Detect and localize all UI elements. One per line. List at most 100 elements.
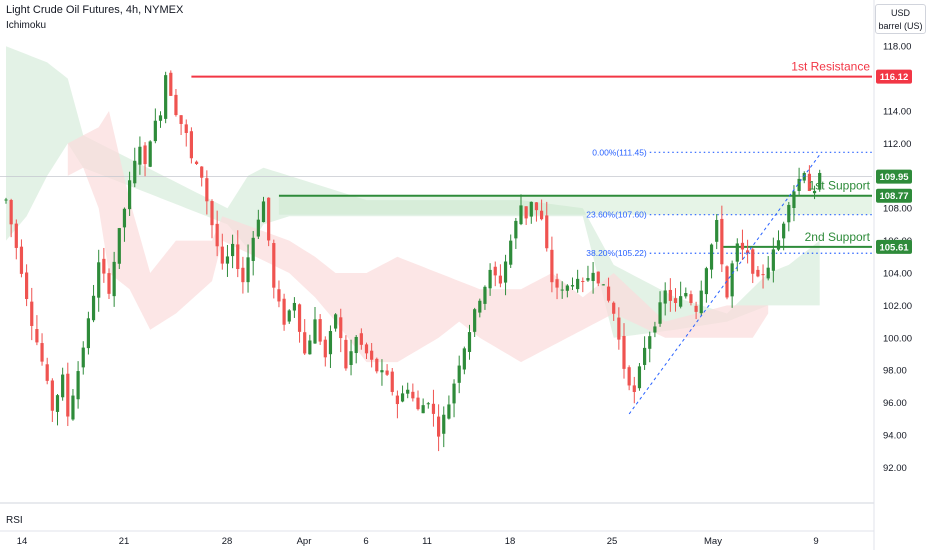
candle-body xyxy=(359,333,363,345)
candle-body xyxy=(4,199,8,201)
candle-body xyxy=(318,319,322,342)
candle-body xyxy=(787,204,791,223)
price-badge xyxy=(876,188,912,203)
candle-body xyxy=(740,242,745,250)
candle-body xyxy=(354,336,358,354)
candle-body xyxy=(540,210,544,220)
candle-body xyxy=(684,293,688,297)
time-axis-tick: 18 xyxy=(505,536,516,547)
price-badge-label: 105.61 xyxy=(879,242,909,253)
candle-body xyxy=(40,343,44,362)
candle-body xyxy=(509,240,513,265)
candle-body xyxy=(184,124,188,133)
candle-body xyxy=(128,180,132,210)
candle-body xyxy=(14,223,18,248)
candle-body xyxy=(704,268,708,295)
candle-body xyxy=(457,365,461,383)
price-axis-tick: 100.00 xyxy=(883,333,912,344)
candle-body xyxy=(658,302,662,324)
candle-body xyxy=(498,275,502,284)
time-axis-tick: 9 xyxy=(813,536,818,547)
candle-body xyxy=(452,383,456,404)
candle-body xyxy=(251,237,255,261)
price-badge xyxy=(876,69,912,84)
candle-body xyxy=(231,243,235,257)
candle-body xyxy=(797,178,801,191)
candle-body xyxy=(400,393,405,402)
candle-body xyxy=(545,215,549,249)
candle-body xyxy=(370,350,374,360)
candle-body xyxy=(437,416,441,437)
candle-body xyxy=(632,385,636,392)
candle-body xyxy=(756,269,760,277)
candle-body xyxy=(236,244,240,270)
candle-body xyxy=(19,246,24,274)
candle-body xyxy=(303,332,307,354)
candle-body xyxy=(164,75,168,119)
candle-body xyxy=(643,347,647,365)
candle-body xyxy=(179,115,183,124)
candle-body xyxy=(447,404,451,419)
price-axis-tick: 114.00 xyxy=(883,107,911,118)
candle-body xyxy=(9,199,13,225)
candle-body xyxy=(86,318,90,349)
candle-body xyxy=(71,395,75,420)
candle-body xyxy=(493,266,497,276)
candle-body xyxy=(375,358,379,372)
candle-body xyxy=(462,348,466,370)
candle-body xyxy=(35,329,39,343)
candle-body xyxy=(617,317,621,340)
candle-body xyxy=(483,286,487,304)
candle-body xyxy=(148,141,152,167)
candle-body xyxy=(339,317,343,339)
candle-body xyxy=(709,244,714,270)
candle-body xyxy=(473,309,477,332)
candle-body xyxy=(297,304,302,332)
time-axis-tick: 25 xyxy=(607,536,618,547)
time-axis-tick: 11 xyxy=(422,536,432,547)
candle-body xyxy=(107,273,111,294)
candle-body xyxy=(112,261,116,297)
candle-body xyxy=(586,278,590,281)
candle-body xyxy=(606,286,611,301)
candle-body xyxy=(200,166,204,178)
candle-body xyxy=(581,280,585,282)
candle-body xyxy=(308,340,312,355)
time-axis-tick: 6 xyxy=(363,536,368,547)
indicator-label[interactable]: Ichimoku xyxy=(6,20,47,31)
candle-body xyxy=(560,289,564,291)
candle-body xyxy=(50,380,54,411)
candle-body xyxy=(395,395,399,405)
price-badge-label: 109.95 xyxy=(879,172,909,183)
price-badge-label: 116.12 xyxy=(880,72,909,83)
candle-body xyxy=(622,335,626,369)
price-badge-label: 108.77 xyxy=(879,191,908,202)
candle-body xyxy=(76,371,80,400)
candle-body xyxy=(663,290,667,304)
time-axis-tick: Apr xyxy=(297,536,312,547)
candle-body xyxy=(421,405,425,414)
candle-body xyxy=(792,191,796,209)
candle-body xyxy=(725,266,729,298)
candle-body xyxy=(385,370,389,375)
candle-body xyxy=(478,300,482,313)
candle-body xyxy=(776,240,781,250)
candle-body xyxy=(612,302,616,314)
candle-body xyxy=(225,256,230,264)
candle-body xyxy=(673,298,678,303)
time-axis-tick: 28 xyxy=(222,536,233,547)
candle-body xyxy=(503,261,508,283)
candle-body xyxy=(81,347,85,368)
candle-body xyxy=(782,223,786,239)
candle-body xyxy=(565,285,569,291)
rsi-pane-label[interactable]: RSI xyxy=(6,515,23,526)
candle-body xyxy=(277,289,281,302)
candle-body xyxy=(735,243,739,262)
candle-body xyxy=(766,267,770,279)
candle-body xyxy=(653,326,657,333)
currency-selector[interactable]: USD barrel (US) xyxy=(875,4,926,34)
candle-body xyxy=(313,319,317,344)
candle-body xyxy=(61,374,65,398)
candle-body xyxy=(648,336,652,349)
